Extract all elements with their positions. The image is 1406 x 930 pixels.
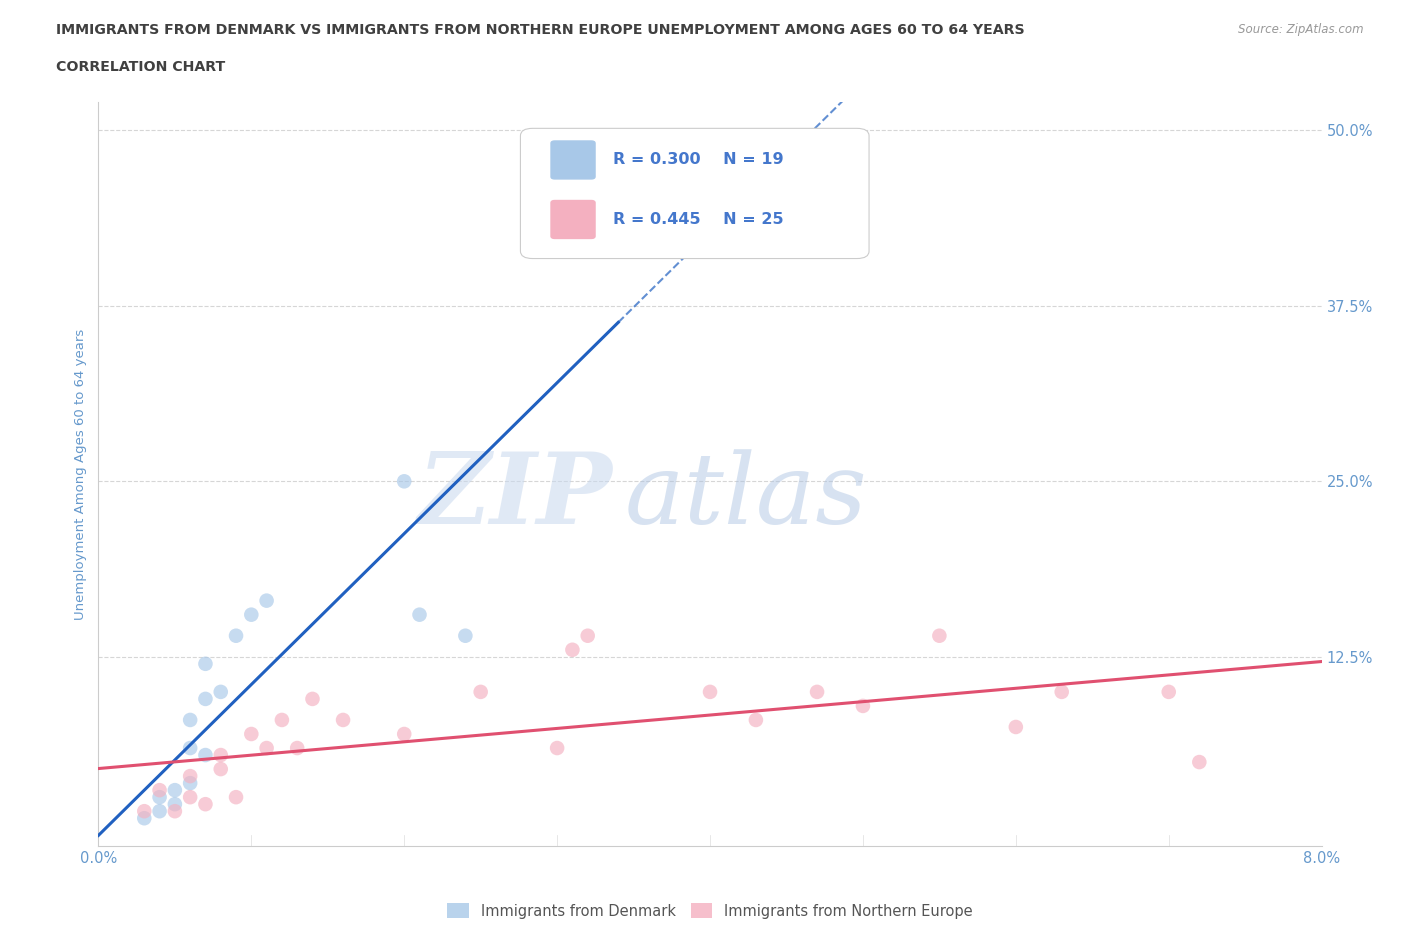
Point bbox=[256, 593, 278, 608]
FancyBboxPatch shape bbox=[551, 201, 595, 238]
Legend: Immigrants from Denmark, Immigrants from Northern Europe: Immigrants from Denmark, Immigrants from… bbox=[441, 897, 979, 924]
Point bbox=[546, 740, 568, 755]
Point bbox=[852, 698, 875, 713]
Point bbox=[561, 643, 583, 658]
Point bbox=[454, 629, 477, 644]
Point bbox=[1004, 720, 1026, 735]
Point bbox=[270, 712, 294, 727]
Point bbox=[179, 769, 201, 784]
Point bbox=[179, 740, 201, 755]
Point bbox=[209, 748, 232, 763]
Point bbox=[179, 712, 201, 727]
Point bbox=[163, 804, 186, 818]
Text: CORRELATION CHART: CORRELATION CHART bbox=[56, 60, 225, 74]
Point bbox=[607, 228, 630, 243]
Point bbox=[225, 629, 247, 644]
Point bbox=[194, 692, 217, 707]
Text: ZIP: ZIP bbox=[418, 448, 612, 545]
Point bbox=[576, 629, 599, 644]
Point bbox=[928, 629, 950, 644]
Point bbox=[1050, 684, 1073, 699]
FancyBboxPatch shape bbox=[520, 128, 869, 259]
Text: IMMIGRANTS FROM DENMARK VS IMMIGRANTS FROM NORTHERN EUROPE UNEMPLOYMENT AMONG AG: IMMIGRANTS FROM DENMARK VS IMMIGRANTS FR… bbox=[56, 23, 1025, 37]
Point bbox=[194, 797, 217, 812]
Point bbox=[408, 607, 430, 622]
Point bbox=[392, 726, 416, 741]
Point bbox=[179, 790, 201, 804]
Point bbox=[194, 657, 217, 671]
Point bbox=[806, 684, 828, 699]
Point bbox=[240, 726, 263, 741]
Point bbox=[194, 748, 217, 763]
Point bbox=[163, 797, 186, 812]
Point bbox=[256, 740, 278, 755]
Text: atlas: atlas bbox=[624, 449, 868, 544]
Y-axis label: Unemployment Among Ages 60 to 64 years: Unemployment Among Ages 60 to 64 years bbox=[75, 328, 87, 620]
Point bbox=[209, 762, 232, 777]
Point bbox=[209, 684, 232, 699]
Point bbox=[332, 712, 354, 727]
Point bbox=[163, 783, 186, 798]
Point bbox=[699, 684, 721, 699]
Point bbox=[149, 790, 172, 804]
Point bbox=[179, 776, 201, 790]
Text: Source: ZipAtlas.com: Source: ZipAtlas.com bbox=[1239, 23, 1364, 36]
Point bbox=[392, 474, 416, 489]
Point bbox=[134, 811, 156, 826]
Point bbox=[285, 740, 308, 755]
Point bbox=[225, 790, 247, 804]
Text: R = 0.445    N = 25: R = 0.445 N = 25 bbox=[613, 212, 785, 227]
Point bbox=[134, 804, 156, 818]
Text: R = 0.300    N = 19: R = 0.300 N = 19 bbox=[613, 153, 785, 167]
Point bbox=[149, 804, 172, 818]
Point bbox=[745, 712, 768, 727]
Point bbox=[301, 692, 323, 707]
FancyBboxPatch shape bbox=[551, 141, 595, 179]
Point bbox=[240, 607, 263, 622]
Point bbox=[1188, 754, 1211, 769]
Point bbox=[149, 783, 172, 798]
Point bbox=[470, 684, 492, 699]
Point bbox=[1157, 684, 1180, 699]
